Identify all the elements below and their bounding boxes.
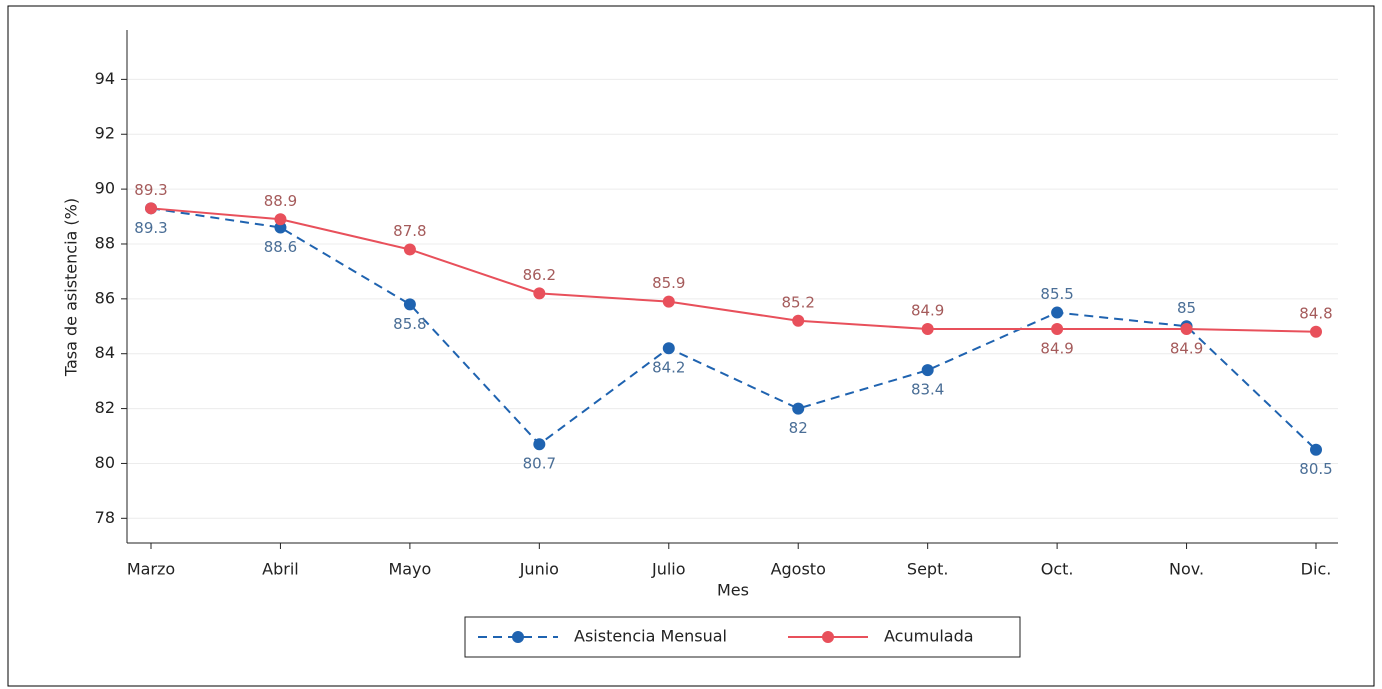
data-label: 86.2 (523, 266, 556, 284)
data-label: 82 (789, 419, 808, 437)
data-label: 89.3 (134, 181, 167, 199)
data-point (792, 402, 805, 415)
y-tick-label: 82 (95, 398, 115, 417)
x-tick-label: Mayo (388, 560, 431, 579)
data-point (533, 287, 546, 300)
x-tick-label: Julio (651, 560, 686, 579)
data-label: 85.8 (393, 315, 426, 333)
y-tick-label: 86 (95, 288, 115, 307)
x-tick-label: Oct. (1041, 560, 1074, 579)
y-tick-label: 92 (95, 124, 115, 143)
data-label: 89.3 (134, 219, 167, 237)
legend-label: Acumulada (884, 627, 974, 646)
data-point (1310, 325, 1322, 338)
x-tick-label: Abril (262, 560, 299, 579)
data-point (792, 314, 805, 327)
x-tick-label: Junio (519, 560, 559, 579)
y-tick-label: 94 (95, 69, 115, 88)
y-axis-title: Tasa de asistencia (%) (62, 198, 81, 377)
data-point (1180, 323, 1193, 336)
data-point (921, 323, 934, 336)
data-label: 84.9 (1040, 340, 1073, 358)
data-point (1051, 323, 1064, 336)
data-point (662, 295, 675, 308)
data-point (533, 438, 546, 451)
data-point (662, 342, 675, 355)
x-tick-label: Dic. (1301, 560, 1332, 579)
data-label: 80.7 (523, 455, 556, 473)
data-label: 85.5 (1040, 285, 1073, 303)
data-label: 85.2 (782, 293, 815, 311)
x-axis-title: Mes (717, 581, 749, 600)
x-tick-label: Sept. (907, 560, 949, 579)
data-point (145, 202, 157, 215)
data-label: 84.8 (1299, 304, 1332, 322)
data-label: 88.6 (264, 238, 297, 256)
data-label: 83.4 (911, 381, 944, 399)
data-label: 84.9 (1170, 340, 1203, 358)
data-point (274, 221, 287, 234)
data-label: 87.8 (393, 222, 426, 240)
data-point (403, 298, 416, 311)
data-label: 85.9 (652, 274, 685, 292)
y-tick-label: 80 (95, 453, 115, 472)
data-label: 88.9 (264, 192, 297, 210)
frame (7, 5, 1375, 687)
series-line (150, 207, 1317, 333)
series-line (150, 207, 1317, 451)
data-point (1310, 443, 1322, 456)
y-tick-label: 84 (95, 343, 115, 362)
data-point (403, 243, 416, 256)
legend-label: Asistencia Mensual (574, 627, 727, 646)
legend-marker (512, 631, 524, 643)
data-label: 84.9 (911, 302, 944, 320)
y-tick-label: 90 (95, 179, 115, 198)
x-tick-label: Agosto (771, 560, 826, 579)
data-label: 85 (1177, 299, 1196, 317)
x-tick-label: Nov. (1169, 560, 1204, 579)
data-label: 84.2 (652, 359, 685, 377)
data-point (274, 213, 287, 226)
data-label: 80.5 (1299, 460, 1332, 478)
x-tick-label: Marzo (127, 560, 175, 579)
y-tick-label: 88 (95, 233, 115, 252)
data-point (921, 364, 934, 377)
y-tick-label: 78 (95, 508, 115, 527)
data-point (1051, 306, 1064, 319)
legend-marker (822, 631, 834, 643)
